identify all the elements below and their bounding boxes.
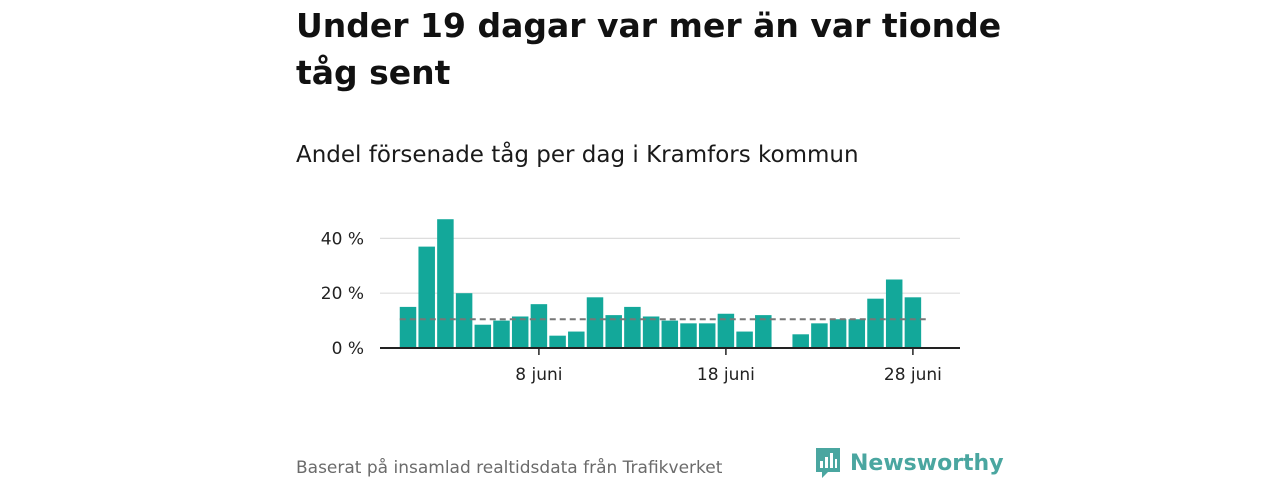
axes: 0 % 20 % 40 % 8 juni 18 juni 28 juni: [321, 229, 960, 385]
x-tick-label: 28 juni: [884, 365, 942, 385]
x-tick-label: 18 juni: [697, 365, 755, 385]
y-tick-label: 20 %: [321, 284, 364, 304]
source-note: Baserat på insamlad realtidsdata från Tr…: [296, 458, 723, 478]
bar: [698, 323, 716, 348]
chart-subtitle: Andel försenade tåg per dag i Kramfors k…: [296, 142, 859, 168]
y-tick-label: 0 %: [332, 339, 364, 359]
bar: [680, 323, 697, 348]
bar: [549, 335, 566, 348]
x-tick-label: 8 juni: [515, 365, 562, 385]
chart-title: Under 19 dagar var mer än var tionde tåg…: [296, 6, 1002, 92]
y-tick-label: 40 %: [321, 229, 364, 249]
bar: [586, 297, 604, 348]
bar: [455, 293, 473, 348]
bar: [493, 320, 510, 348]
bar: [568, 331, 585, 348]
bars: [399, 219, 922, 348]
bar-chart: 0 % 20 % 40 % 8 juni 18 juni 28 juni: [321, 219, 960, 385]
grid-lines: [380, 237, 960, 294]
brand-name: Newsworthy: [850, 450, 1004, 476]
bar: [642, 316, 660, 348]
bar: [904, 297, 922, 348]
bar: [511, 316, 529, 348]
bar: [811, 323, 828, 348]
bar: [474, 324, 492, 348]
bar: [624, 306, 641, 348]
bar: [605, 315, 622, 348]
bar: [867, 298, 884, 348]
newsworthy-logo-icon: [816, 448, 840, 478]
bar: [829, 319, 847, 348]
bar: [792, 334, 809, 348]
bar: [437, 219, 454, 348]
bar: [848, 319, 866, 348]
bar: [661, 320, 679, 348]
bar: [530, 304, 548, 348]
bar: [755, 315, 772, 348]
bar: [736, 331, 753, 348]
bar: [717, 313, 735, 348]
bar: [885, 279, 903, 348]
brand-logo: Newsworthy: [814, 446, 1004, 480]
bar: [399, 306, 417, 348]
bar: [418, 246, 435, 348]
